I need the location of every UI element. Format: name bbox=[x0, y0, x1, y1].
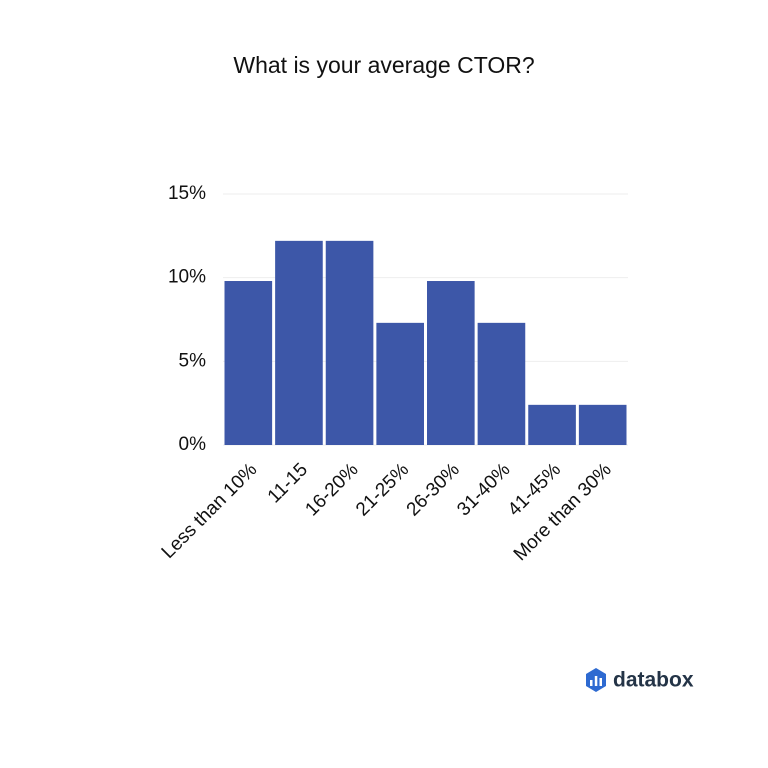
bar bbox=[578, 404, 627, 445]
bar bbox=[528, 404, 576, 445]
bar bbox=[376, 322, 424, 445]
y-tick-label: 0% bbox=[179, 434, 207, 455]
logo-text: databox bbox=[613, 669, 694, 692]
bar bbox=[275, 240, 323, 445]
logo-icon-bar bbox=[594, 676, 598, 686]
logo: databox bbox=[586, 668, 694, 692]
bar bbox=[224, 281, 273, 445]
y-tick-label: 5% bbox=[179, 350, 207, 371]
logo-icon-bar bbox=[590, 680, 593, 686]
bar bbox=[477, 322, 526, 445]
chart-title: What is your average CTOR? bbox=[233, 52, 534, 78]
y-tick-label: 15% bbox=[168, 183, 206, 204]
bar bbox=[325, 240, 374, 445]
bar bbox=[427, 281, 475, 445]
logo-icon-bar bbox=[599, 678, 602, 686]
y-tick-label: 10% bbox=[168, 267, 206, 288]
